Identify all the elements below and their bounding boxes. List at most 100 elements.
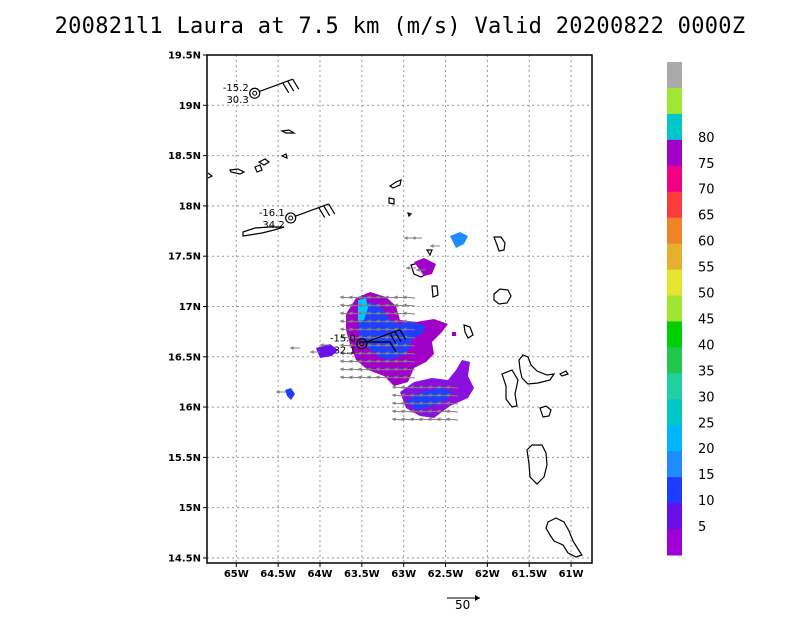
wind-vector-arrow (391, 401, 405, 406)
wind-vector-arrow (366, 359, 380, 364)
colorbar-label: 45 (698, 312, 715, 327)
wind-vector-arrow (393, 311, 407, 316)
wind-vector-arrow (418, 409, 432, 414)
wind-cell-blue (408, 328, 420, 338)
coast-island (207, 172, 214, 179)
lon-tick-label: 61W (559, 569, 584, 580)
wind-vector-arrow (384, 311, 398, 316)
coast-island (526, 444, 548, 485)
wind-vector-arrow (391, 417, 405, 422)
wind-vector-arrow (393, 359, 407, 364)
wind-vector-arrow (348, 359, 362, 364)
wind-vector-arrow (391, 409, 405, 414)
observation-top-value: -15.2 (223, 83, 249, 94)
colorbar-swatch (667, 529, 682, 556)
coast-island (501, 369, 519, 408)
wind-barb (365, 329, 401, 343)
lat-tick-label: 17N (179, 302, 201, 313)
wind-vector-arrow (348, 319, 362, 324)
colorbar-swatch (667, 139, 682, 167)
observation-station: -15.032.1 (330, 329, 407, 357)
colorbar-label: 70 (698, 183, 715, 198)
wind-vector-arrow (357, 295, 371, 300)
lon-tick-label: 62.5W (428, 569, 464, 580)
wind-cell-purple (414, 258, 436, 276)
wind-vector-arrow (366, 367, 380, 372)
wind-vector-arrow (445, 409, 459, 414)
lon-tick-label: 61.5W (511, 569, 547, 580)
wind-speed-shading (285, 232, 474, 418)
wind-vector-arrow (436, 385, 450, 390)
wind-vector-arrow (384, 359, 398, 364)
colorbar-swatch (667, 373, 682, 400)
wind-vector-arrow (339, 367, 353, 372)
wind-vector-arrow (384, 351, 398, 356)
lon-tick-label: 64.5W (260, 569, 296, 580)
wind-vector-arrow (357, 375, 371, 380)
lon-tick-label: 63.5W (344, 569, 380, 580)
wind-vector-arrow (393, 343, 407, 348)
coast-island (425, 249, 433, 257)
coast-island (229, 168, 246, 175)
wind-vector-arrow (402, 351, 416, 356)
wind-vector-arrow (436, 417, 450, 422)
reference-vector-label: 50 (455, 598, 471, 612)
wind-vector-arrow (416, 268, 426, 272)
coast-island (254, 164, 263, 173)
wind-vector-arrow (445, 385, 459, 390)
wind-vector-arrow (412, 236, 422, 240)
wind-vector-arrow (418, 393, 432, 398)
wind-vector-arrow (366, 351, 380, 356)
wind-vector-arrow (348, 303, 362, 308)
wind-vector-arrow (348, 295, 362, 300)
colorbar-swatch (667, 217, 682, 245)
wind-vector-arrow (393, 375, 407, 380)
wind-cell-cyan (450, 232, 468, 248)
wind-vector-arrow (445, 393, 459, 398)
wind-vector-arrow (375, 327, 389, 332)
lon-tick-label: 63W (391, 569, 416, 580)
lat-tick-label: 19N (179, 101, 201, 112)
wind-vector-arrow (393, 335, 407, 340)
wind-vector-arrow (375, 295, 389, 300)
wind-vector-arrow (393, 367, 407, 372)
wind-vector-arrow (393, 303, 407, 308)
coast-island (257, 158, 271, 166)
colorbar-swatch (667, 62, 682, 89)
wind-vector-arrow (375, 319, 389, 324)
colorbar-swatch (667, 295, 682, 322)
colorbar-swatch (667, 243, 682, 271)
wind-vector-arrow (348, 343, 362, 348)
wind-vector-arrow (357, 303, 371, 308)
colorbar-label: 10 (698, 494, 715, 509)
coast-island (388, 179, 402, 189)
colorbar-swatch (667, 165, 682, 193)
colorbar-swatch (667, 503, 682, 530)
wind-vector-arrow (418, 385, 432, 390)
coast-island (388, 197, 395, 205)
colorbar-swatch (667, 321, 682, 348)
wind-vector-arrow (339, 375, 353, 380)
wind-vector-arrow (445, 417, 459, 422)
wind-vector-arrow (357, 359, 371, 364)
lat-tick-label: 19.5N (168, 51, 201, 62)
wind-vector-arrow (409, 417, 423, 422)
colorbar-swatch (667, 425, 682, 452)
wind-vector-arrow (427, 401, 441, 406)
wind-vector-arrow (391, 393, 405, 398)
wind-vector-arrow (400, 409, 414, 414)
wind-vector-arrow (339, 359, 353, 364)
lon-tick-label: 64W (308, 569, 333, 580)
wind-vector-arrow (357, 367, 371, 372)
wind-vector-arrow (339, 335, 353, 340)
wind-vector-arrow (366, 311, 380, 316)
colorbar-swatch (667, 113, 682, 141)
lat-tick-label: 16.5N (168, 352, 201, 363)
chart-title: 200821l1 Laura at 7.5 km (m/s) Valid 202… (54, 14, 746, 39)
wind-vector-arrow (339, 343, 353, 348)
wind-barb (294, 203, 329, 218)
lat-tick-label: 14.5N (168, 553, 201, 564)
wind-vector-arrow (400, 401, 414, 406)
wind-vector-arrow (402, 303, 416, 308)
